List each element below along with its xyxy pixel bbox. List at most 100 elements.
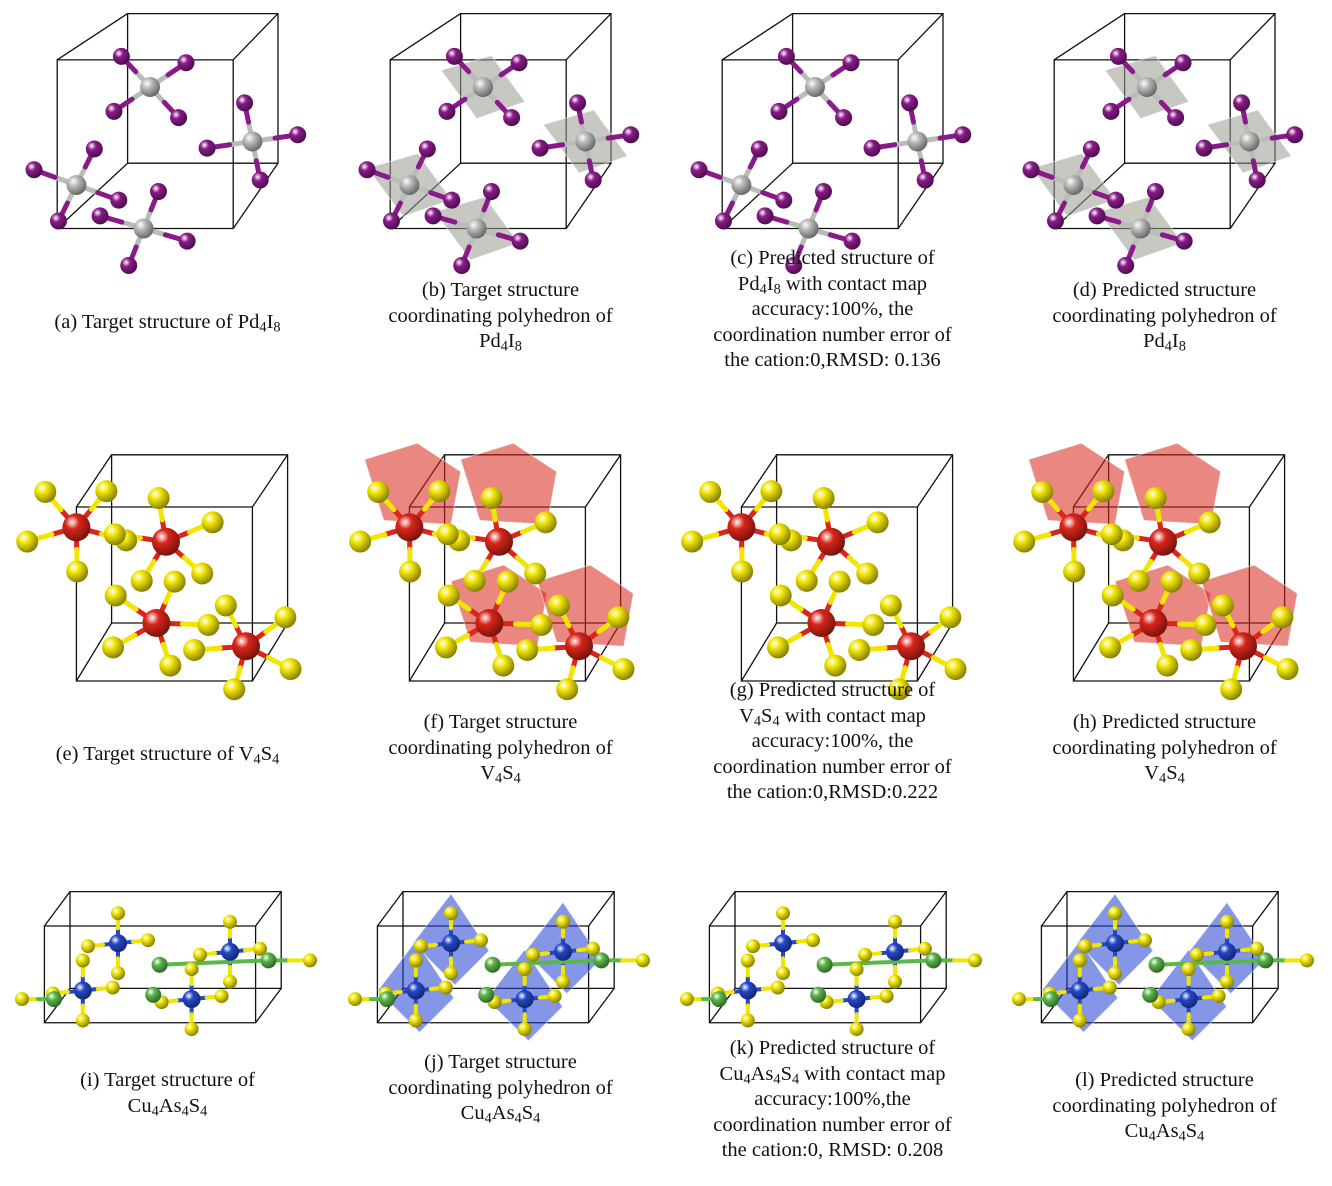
unit-cell bbox=[721, 12, 944, 230]
cell-edge bbox=[1040, 891, 1068, 927]
cell-edge bbox=[584, 454, 622, 508]
iodine-atom bbox=[863, 139, 881, 157]
sulfur-atom bbox=[812, 487, 835, 510]
copper-atom bbox=[1218, 942, 1236, 961]
sulfur-atom bbox=[474, 933, 488, 948]
panel-k: (k) Predicted structure of Cu4As4S4 with … bbox=[665, 840, 1000, 1166]
sulfur-atom bbox=[253, 941, 267, 956]
caption-text: accuracy:100%,the bbox=[754, 1088, 911, 1110]
caption-line: coordinating polyhedron of bbox=[333, 304, 668, 330]
sulfur-atom bbox=[1181, 1022, 1196, 1037]
sulfur-atom bbox=[968, 953, 982, 968]
sulfur-atom bbox=[731, 560, 754, 583]
caption-text: accuracy:100%, the bbox=[751, 298, 914, 320]
sulfur-atom bbox=[201, 511, 224, 534]
sulfur-atom bbox=[760, 480, 783, 503]
sulfur-atom bbox=[699, 480, 722, 503]
sulfur-atom bbox=[879, 989, 894, 1004]
iodine-atom bbox=[756, 207, 774, 225]
sulfur-atom bbox=[939, 606, 962, 629]
sulfur-atom bbox=[740, 953, 755, 968]
cell-edge bbox=[588, 891, 615, 927]
panel-a: (a) Target structure of Pd4I8 bbox=[0, 0, 335, 336]
bond bbox=[1209, 958, 1268, 965]
sulfur-atom bbox=[849, 1022, 864, 1037]
cell-edge bbox=[1248, 454, 1286, 508]
bond bbox=[490, 960, 549, 967]
arsenic-atom bbox=[925, 952, 942, 969]
cell-edge bbox=[1053, 13, 1125, 61]
cell-edge bbox=[1229, 13, 1276, 61]
sulfur-atom bbox=[75, 953, 90, 968]
sulfur-atom bbox=[95, 480, 118, 503]
caption-text: (f) Target structure bbox=[423, 711, 578, 733]
caption-line: coordination number error of bbox=[665, 1113, 1000, 1139]
iodine-atom bbox=[1046, 212, 1064, 230]
sulfur-atom bbox=[1198, 511, 1221, 534]
copper-atom bbox=[109, 934, 127, 953]
chemical-formula: V4S4 bbox=[480, 762, 521, 787]
caption-line: Cu4As4S4 bbox=[997, 1119, 1332, 1145]
caption-text: (a) Target structure of bbox=[54, 311, 238, 333]
chemical-formula: Cu4As4S4 bbox=[127, 1094, 208, 1120]
caption-line: Pd4I8 with contact map bbox=[665, 272, 1000, 298]
sulfur-atom bbox=[496, 570, 519, 593]
sulfur-atom bbox=[111, 966, 125, 981]
cell-edge bbox=[376, 891, 404, 927]
iodine-atom bbox=[569, 94, 587, 112]
caption-text: with contact map bbox=[780, 272, 928, 295]
iodine-atom bbox=[1146, 182, 1164, 200]
caption-text: with contact map bbox=[799, 1062, 946, 1085]
caption-line: (e) Target structure of V4S4 bbox=[0, 742, 335, 768]
caption-text: with contact map bbox=[779, 704, 926, 727]
sulfur-atom bbox=[879, 594, 902, 617]
cell-edge bbox=[389, 13, 461, 61]
sulfur-atom bbox=[75, 1013, 90, 1028]
sulfur-atom bbox=[399, 560, 422, 583]
sulfur-atom bbox=[1102, 980, 1117, 995]
sulfur-atom bbox=[556, 974, 570, 989]
iodine-atom bbox=[1082, 140, 1100, 158]
caption-line: (b) Target structure bbox=[333, 278, 668, 304]
cell-edge bbox=[1072, 622, 1110, 682]
sulfur-atom bbox=[480, 487, 503, 510]
pd4i8-polyhedra-image bbox=[358, 12, 640, 274]
sulfur-atom bbox=[1160, 570, 1183, 593]
bond bbox=[157, 960, 216, 967]
sulfur-atom bbox=[1156, 654, 1179, 677]
caption-line: Cu4As4S4 with contact map bbox=[665, 1062, 1000, 1088]
sulfur-atom bbox=[1180, 638, 1203, 661]
sulfur-atom bbox=[795, 569, 818, 592]
caption-f: (f) Target structure coordinating polyhed… bbox=[333, 710, 668, 787]
cell-edge bbox=[920, 987, 947, 1024]
sulfur-atom bbox=[1092, 480, 1115, 503]
sulfur-atom bbox=[184, 962, 199, 977]
vanadium-atom bbox=[727, 513, 756, 542]
iodine-atom bbox=[1167, 109, 1185, 127]
arsenic-atom bbox=[816, 956, 833, 973]
caption-h: (h) Predicted structure coordinating poly… bbox=[997, 710, 1332, 787]
sulfur-atom bbox=[1276, 658, 1299, 681]
sulfur-atom bbox=[530, 613, 553, 636]
sulfur-atom bbox=[1099, 636, 1122, 659]
caption-text: (i) Target structure of bbox=[80, 1069, 255, 1091]
sulfur-atom bbox=[16, 530, 39, 553]
iodine-atom bbox=[714, 212, 732, 230]
sulfur-atom bbox=[81, 939, 95, 954]
copper-atom bbox=[886, 942, 904, 961]
iodine-atom bbox=[690, 161, 708, 179]
cell-edge bbox=[920, 891, 947, 927]
panel-g: (g) Predicted structure of V4S4 with cont… bbox=[665, 420, 1000, 808]
sulfur-atom bbox=[1188, 562, 1211, 585]
vanadium-atom bbox=[475, 609, 504, 637]
sulfur-atom bbox=[214, 989, 229, 1004]
sulfur-atom bbox=[130, 569, 153, 592]
arsenic-atom bbox=[145, 986, 162, 1003]
cell-edge bbox=[916, 454, 954, 508]
cell-edge bbox=[255, 987, 282, 1024]
iodine-atom bbox=[1174, 54, 1192, 72]
iodine-atom bbox=[622, 126, 640, 144]
unit-cell bbox=[43, 890, 282, 1024]
sulfur-atom bbox=[888, 974, 902, 989]
sulfur-atom bbox=[102, 636, 125, 659]
